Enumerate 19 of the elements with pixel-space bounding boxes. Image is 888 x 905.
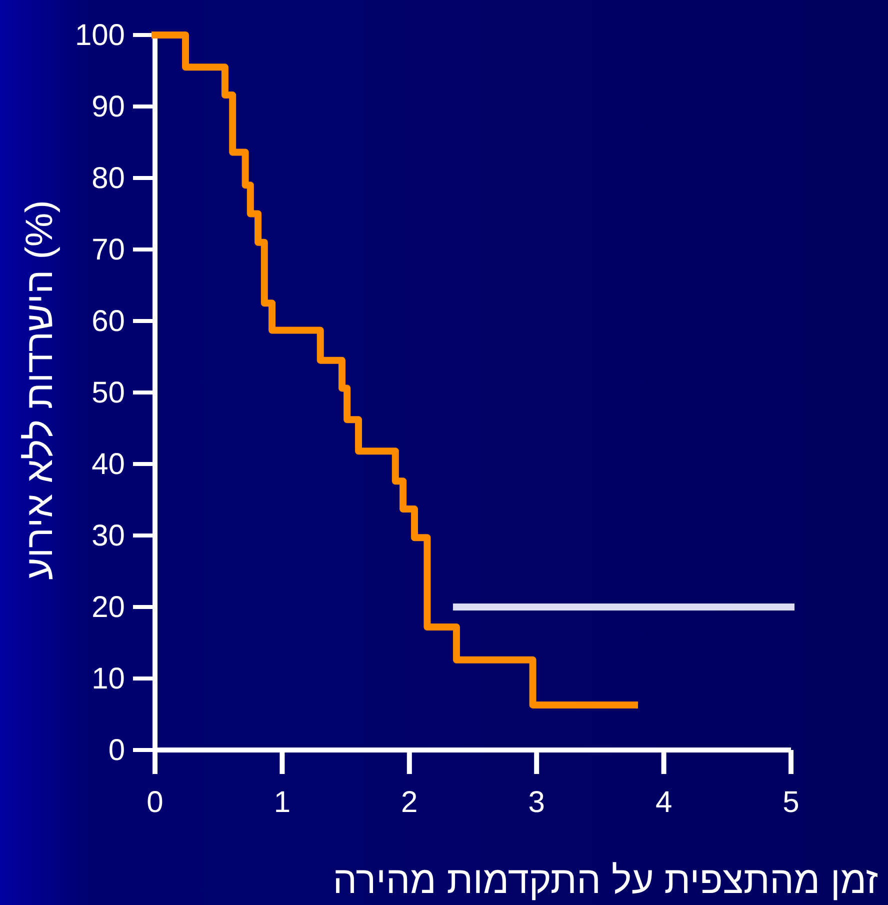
x-tick-label: 2: [401, 786, 418, 819]
y-tick-label: 30: [92, 520, 125, 552]
y-tick-label: 20: [92, 591, 125, 624]
y-tick-label: 90: [92, 90, 125, 124]
x-axis-title: זמן מהתצפית על התקדמות מהירה: [332, 860, 878, 902]
y-tick-label: 10: [92, 662, 125, 696]
x-tick-label: 3: [528, 786, 545, 819]
y-tick-label: 50: [92, 376, 125, 410]
y-tick-label: 70: [92, 234, 125, 266]
x-tick-label: 5: [782, 786, 800, 819]
y-axis-title: הישרדות ללא אירוע (%): [19, 200, 61, 580]
x-tick-label: 4: [655, 786, 672, 819]
y-tick-label: 80: [92, 162, 125, 195]
y-tick-label: 100: [74, 19, 125, 52]
y-tick-label: 60: [92, 305, 125, 338]
x-tick-label: 1: [274, 786, 291, 819]
y-tick-label: 0: [108, 734, 125, 767]
y-tick-label: 40: [92, 448, 125, 481]
x-tick-label: 0: [146, 786, 164, 819]
